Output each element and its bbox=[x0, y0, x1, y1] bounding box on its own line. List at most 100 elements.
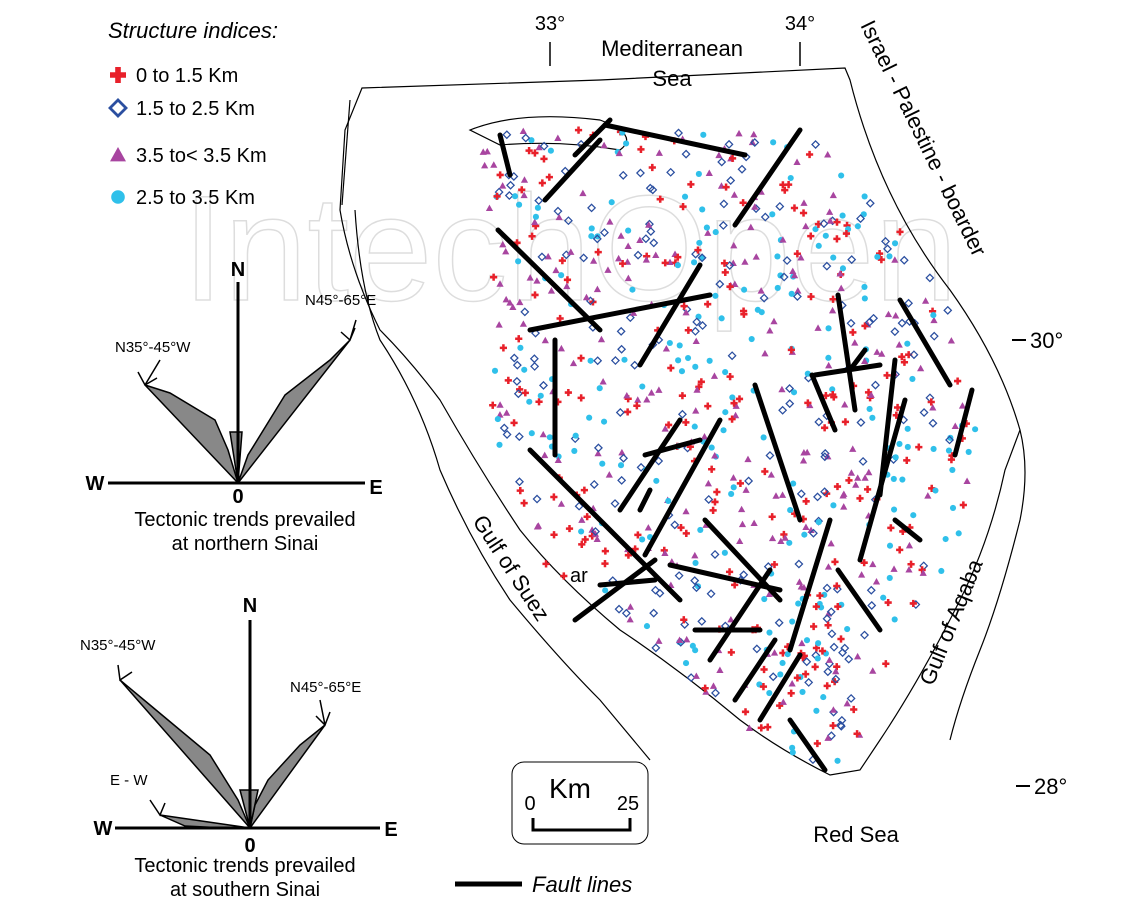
cross-symbol bbox=[842, 229, 851, 238]
coastline bbox=[339, 67, 1026, 776]
circle-symbol bbox=[653, 477, 660, 484]
cross-symbol bbox=[499, 344, 508, 352]
cross-symbol bbox=[887, 524, 895, 532]
sea-label: Sea bbox=[652, 66, 692, 91]
triangle-symbol bbox=[578, 516, 586, 523]
cross-symbol bbox=[722, 183, 730, 191]
diamond-symbol bbox=[674, 128, 684, 138]
cross-symbol bbox=[680, 616, 688, 624]
triangle-symbol bbox=[963, 477, 971, 484]
triangle-symbol bbox=[563, 282, 571, 290]
cross-symbol bbox=[490, 273, 498, 281]
cross-symbol bbox=[713, 488, 721, 496]
circle-symbol bbox=[526, 398, 533, 405]
circle-symbol bbox=[708, 444, 715, 451]
circle-symbol bbox=[741, 286, 748, 293]
cross-symbol bbox=[665, 421, 673, 429]
triangle-symbol bbox=[593, 535, 601, 543]
triangle-symbol bbox=[554, 456, 562, 464]
diamond-symbol bbox=[811, 140, 821, 149]
west-label: W bbox=[94, 818, 113, 840]
origin-label: 0 bbox=[232, 486, 243, 508]
triangle-symbol bbox=[802, 523, 810, 531]
diamond-symbol bbox=[750, 138, 760, 148]
circle-symbol bbox=[621, 356, 628, 363]
diamond-symbol bbox=[785, 384, 795, 393]
cross-symbol bbox=[563, 276, 572, 284]
triangle-symbol bbox=[675, 636, 684, 644]
cross-symbol bbox=[893, 403, 902, 412]
cross-symbol bbox=[594, 248, 602, 256]
triangle-symbol bbox=[643, 395, 651, 403]
triangle-symbol bbox=[779, 698, 787, 705]
diamond-symbol bbox=[808, 528, 818, 538]
triangle-symbol bbox=[905, 541, 914, 549]
rose-caption: at southern Sinai bbox=[170, 879, 320, 901]
triangle-symbol bbox=[110, 147, 126, 162]
cross-symbol bbox=[624, 408, 632, 416]
cross-symbol bbox=[802, 497, 810, 505]
triangle-symbol bbox=[544, 252, 552, 260]
triangle-symbol bbox=[554, 134, 562, 141]
circle-symbol bbox=[891, 506, 898, 513]
cross-symbol bbox=[736, 479, 745, 487]
circle-symbol bbox=[892, 454, 899, 461]
diamond-symbol bbox=[539, 380, 548, 390]
cross-symbol bbox=[804, 399, 812, 407]
triangle-symbol bbox=[742, 486, 750, 493]
west-label: W bbox=[86, 473, 105, 495]
diamond-symbol bbox=[765, 450, 775, 460]
triangle-symbol bbox=[777, 537, 785, 545]
triangle-symbol bbox=[600, 141, 608, 149]
diamond-symbol bbox=[858, 456, 868, 466]
diamond-symbol bbox=[822, 261, 832, 271]
diamond-symbol bbox=[813, 492, 823, 502]
diamond-symbol bbox=[616, 326, 626, 336]
triangle-symbol bbox=[509, 303, 517, 311]
rose-north bbox=[108, 282, 365, 485]
circle-symbol bbox=[787, 507, 794, 514]
north-label: N bbox=[231, 259, 245, 281]
triangle-symbol bbox=[832, 667, 840, 675]
circle-symbol bbox=[608, 199, 615, 206]
triangle-symbol bbox=[579, 189, 587, 197]
diamond-symbol bbox=[680, 619, 690, 629]
cross-symbol bbox=[565, 524, 574, 533]
cross-symbol bbox=[680, 302, 688, 310]
triangle-symbol bbox=[652, 251, 660, 258]
cross-symbol bbox=[720, 259, 729, 267]
triangle-symbol bbox=[716, 666, 724, 673]
cross-symbol bbox=[661, 259, 669, 267]
fault-line bbox=[787, 517, 833, 653]
circle-symbol bbox=[692, 647, 699, 654]
triangle-symbol bbox=[618, 448, 626, 456]
diamond-symbol bbox=[625, 313, 635, 323]
triangle-symbol bbox=[921, 297, 930, 304]
trend-label: N45°-65°E bbox=[290, 679, 361, 696]
place-label: ar bbox=[570, 565, 588, 587]
circle-symbol bbox=[697, 526, 704, 533]
triangle-symbol bbox=[827, 539, 835, 547]
circle-symbol bbox=[874, 253, 881, 260]
circle-symbol bbox=[690, 259, 698, 266]
cross-symbol bbox=[898, 353, 906, 361]
diamond-symbol bbox=[591, 527, 601, 537]
triangle-symbol bbox=[738, 520, 747, 528]
triangle-symbol bbox=[865, 468, 873, 476]
circle-symbol bbox=[496, 441, 503, 448]
triangle-symbol bbox=[803, 448, 811, 456]
circle-symbol bbox=[930, 312, 937, 319]
triangle-symbol bbox=[867, 391, 875, 398]
circle-symbol bbox=[789, 749, 796, 756]
diamond-symbol bbox=[651, 643, 661, 653]
lon-label: 33° bbox=[535, 13, 565, 35]
diamond-symbol bbox=[610, 356, 620, 366]
cross-symbol bbox=[927, 398, 935, 406]
triangle-symbol bbox=[692, 672, 700, 679]
diamond-symbol bbox=[531, 328, 541, 338]
triangle-symbol bbox=[917, 364, 925, 372]
diamond-symbol bbox=[846, 318, 856, 328]
cross-symbol bbox=[877, 255, 885, 264]
triangle-symbol bbox=[704, 229, 712, 236]
